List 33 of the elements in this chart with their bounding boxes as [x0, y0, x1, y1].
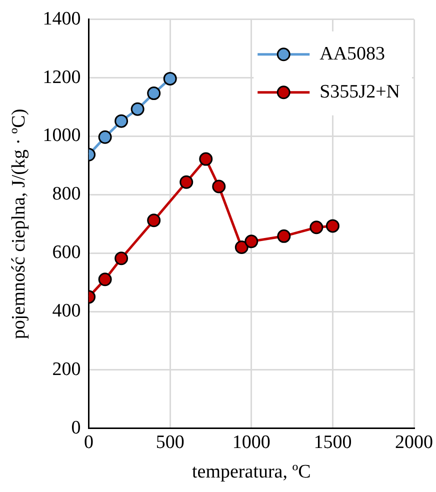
y-tick-label: 200 — [52, 358, 81, 380]
point — [234, 240, 248, 254]
x-tick-label: 500 — [156, 432, 184, 453]
point — [98, 272, 112, 286]
y-axis-title: pojemność cieplna, J/(kg · ºC) — [8, 108, 30, 339]
y-tick-label: 1400 — [42, 8, 81, 30]
x-tick-label: 2000 — [395, 432, 433, 453]
point — [147, 214, 161, 228]
point — [199, 152, 213, 166]
point — [130, 102, 144, 116]
x-tick-label: 1500 — [314, 432, 352, 453]
point — [180, 175, 194, 189]
point — [147, 86, 161, 100]
point — [310, 220, 324, 234]
point — [326, 219, 340, 233]
x-axis-title: temperatura, ºC — [192, 462, 311, 483]
point — [98, 130, 112, 144]
y-tick-label: 0 — [71, 417, 81, 438]
y-tick-label: 1200 — [42, 66, 81, 88]
y-tick-label: 600 — [52, 242, 81, 264]
y-tick-label: 400 — [52, 300, 81, 322]
x-tick-label: 1000 — [232, 432, 270, 453]
point — [114, 114, 128, 128]
x-tick-label: 0 — [84, 432, 94, 453]
point — [277, 229, 291, 243]
point — [114, 252, 128, 266]
y-tick-label: 1000 — [42, 125, 81, 146]
point — [244, 234, 258, 248]
y-tick-label: 800 — [52, 184, 81, 205]
point — [163, 72, 177, 86]
legend-label: S355J2+N — [320, 81, 400, 102]
legend-label: AA5083 — [320, 43, 386, 64]
point — [212, 180, 226, 194]
